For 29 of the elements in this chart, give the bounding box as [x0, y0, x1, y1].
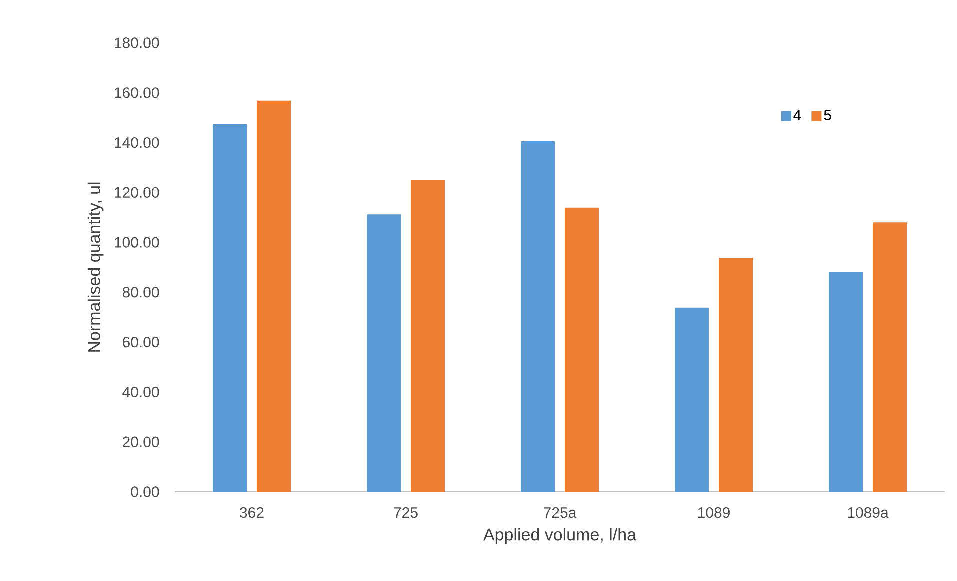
- x-axis-title: Applied volume, l/ha: [483, 528, 637, 544]
- bar: [719, 258, 754, 492]
- y-tick-label: 120.00: [115, 187, 160, 198]
- bar: [565, 208, 600, 492]
- bar: [411, 180, 446, 492]
- bar: [829, 272, 864, 492]
- y-tick-label: 40.00: [122, 386, 160, 398]
- bar: [873, 222, 908, 492]
- x-tick-label: 725a: [544, 507, 577, 518]
- legend-label: 4: [794, 110, 802, 120]
- bar: [367, 214, 402, 492]
- bar: [675, 308, 710, 492]
- y-tick-label: 100.00: [115, 237, 160, 248]
- y-tick-label: 160.00: [115, 88, 160, 98]
- y-axis-title: Normalised quantity, ul: [88, 182, 104, 352]
- bar: [521, 142, 556, 492]
- legend-label: 5: [824, 110, 832, 121]
- x-tick-label: 1089: [698, 507, 730, 518]
- y-tick-label: 0.00: [131, 486, 160, 498]
- y-tick-label: 180.00: [115, 38, 160, 48]
- y-tick-label: 20.00: [123, 436, 160, 448]
- x-tick-label: 362: [240, 507, 264, 518]
- x-tick-label: 725: [394, 507, 418, 518]
- y-tick-label: 80.00: [122, 287, 160, 298]
- x-tick-label: 1089a: [848, 507, 889, 518]
- y-tick-label: 140.00: [115, 137, 160, 148]
- y-tick-label: 60.00: [123, 337, 160, 348]
- bar: [257, 100, 292, 492]
- bar: [213, 124, 248, 492]
